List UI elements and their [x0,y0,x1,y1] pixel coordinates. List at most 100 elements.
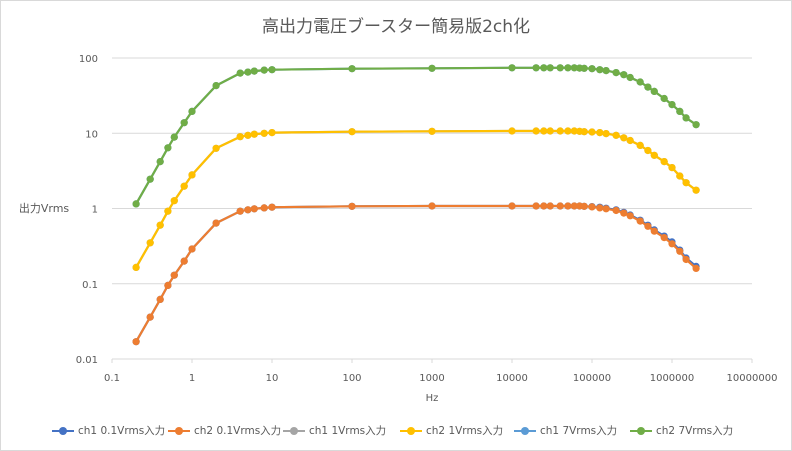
series-line [135,204,697,343]
data-point [546,64,554,72]
legend-item: ch1 0.1Vrms入力 [52,423,165,438]
data-point [682,255,690,264]
y-tick-label: 100 [79,54,98,65]
data-point [132,200,140,208]
data-point [580,64,588,72]
data-point [650,151,658,159]
data-point [146,175,154,183]
legend-label: ch1 1Vrms入力 [309,425,387,437]
x-tick-label: 100 [342,373,361,384]
legend-item: ch2 0.1Vrms入力 [168,423,281,438]
legend-marker [514,426,536,436]
x-tick-label: 10 [266,373,279,384]
data-point [588,65,596,73]
data-point [546,202,554,210]
data-point [236,133,244,141]
data-point [620,209,628,217]
data-point [532,202,540,210]
data-point [540,127,548,135]
data-point [580,128,588,136]
legend-marker [400,426,422,436]
data-point [588,203,596,211]
legend-item: ch2 7Vrms入力 [630,423,733,438]
legend-marker [168,426,190,436]
data-point [644,146,652,155]
data-point [620,71,628,79]
data-point [260,66,268,74]
data-point [564,127,572,135]
data-point [170,271,178,279]
data-point [626,73,634,82]
data-point [692,186,700,194]
data-point [428,64,436,72]
data-point [348,128,356,136]
data-point [188,245,196,253]
series-line [135,204,697,343]
data-point [212,82,220,90]
x-tick-label: 100000 [573,373,611,384]
series-group [132,64,700,346]
data-point [650,87,658,95]
legend-label: ch2 0.1Vrms入力 [194,425,282,437]
data-point [428,127,436,135]
data-point [596,204,604,212]
series-2 [132,202,700,346]
data-point [244,206,252,214]
data-point [170,197,178,205]
data-point [188,171,196,179]
data-point [692,121,700,129]
y-tick-label: 0.01 [76,355,98,366]
data-point [626,136,634,145]
data-point [692,264,700,272]
data-point [164,281,172,289]
data-point [250,67,258,75]
data-point [570,202,578,210]
data-point [602,205,610,213]
legend-item: ch2 1Vrms入力 [400,423,503,438]
legend-label: ch2 7Vrms入力 [656,425,734,437]
data-point [212,219,220,227]
x-tick-labels: 0.1 1 10 100 1000 10000 100000 1000000 10000000 [104,373,777,384]
data-point [612,131,620,139]
data-point [180,182,188,190]
data-point [212,144,220,152]
x-tick-label: 1 [189,373,195,384]
data-point [180,119,188,127]
data-point [668,240,676,248]
data-point [348,202,356,210]
data-point [260,204,268,212]
data-point [532,64,540,72]
data-point [660,234,668,242]
x-tick-label: 10000000 [727,373,778,384]
data-point [540,64,548,72]
y-tick-labels: 0.01 0.1 1 10 100 [76,54,98,366]
y-axis-label: 出力Vrms [19,201,70,215]
legend-label: ch1 0.1Vrms入力 [78,425,166,437]
data-point [268,66,276,74]
legend-item: ch1 1Vrms入力 [283,423,386,438]
data-point [508,202,516,210]
data-point [556,127,564,135]
data-point [636,141,644,149]
data-point [556,202,564,210]
data-point [164,207,172,215]
data-point [676,247,684,255]
data-point [156,221,164,229]
data-point [146,239,154,247]
data-point [682,114,690,122]
data-point [612,69,620,77]
x-axis-label: Hz [426,393,439,404]
data-point [508,64,516,72]
data-point [260,129,268,137]
x-tick-label: 1000 [419,373,444,384]
data-point [570,127,578,135]
data-point [570,64,578,72]
data-point [588,128,596,136]
data-point [602,130,610,138]
legend: ch1 0.1Vrms入力 ch2 0.1Vrms入力 ch1 1Vrms入力 ch2… [0,423,792,441]
data-point [676,172,684,180]
data-point [540,202,548,210]
data-point [146,313,154,321]
data-point [268,203,276,211]
data-point [682,179,690,187]
